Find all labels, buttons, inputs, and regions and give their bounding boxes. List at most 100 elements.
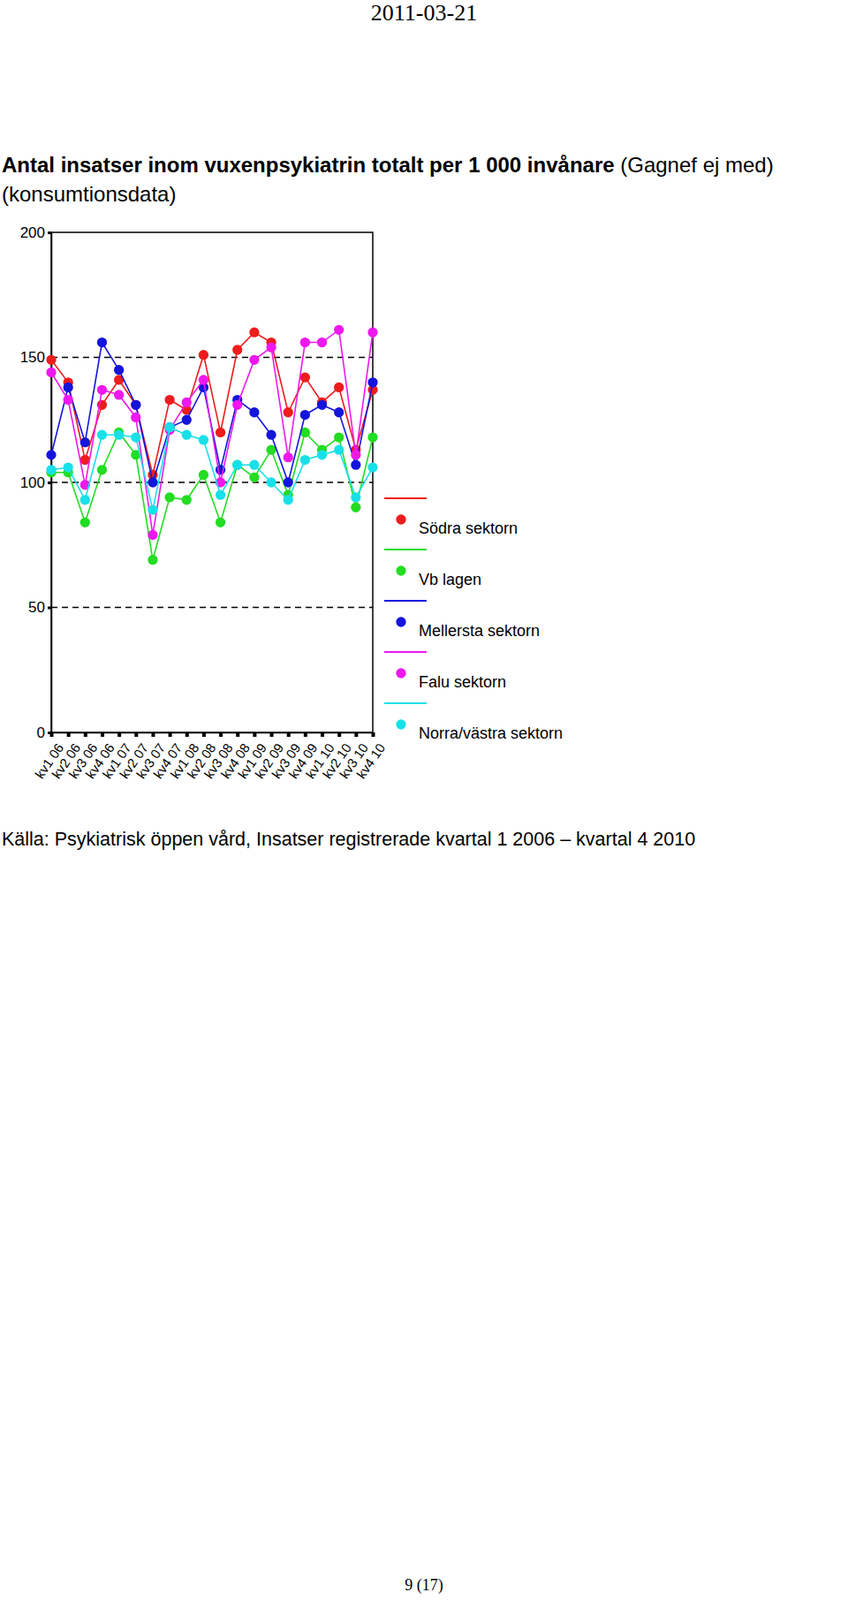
y-tick-label: 0 bbox=[37, 724, 46, 742]
x-axis: kv1 06kv2 06kv3 06kv4 06kv1 07kv2 07kv3 … bbox=[31, 732, 388, 781]
data-point bbox=[249, 407, 259, 417]
data-point bbox=[350, 492, 361, 502]
legend-label: Mellersta sektorn bbox=[418, 621, 540, 640]
data-point bbox=[63, 382, 74, 393]
data-point bbox=[215, 427, 226, 438]
y-tick-label: 100 bbox=[20, 474, 46, 492]
data-point bbox=[113, 389, 124, 400]
x-tick bbox=[50, 732, 54, 737]
data-point bbox=[333, 431, 344, 442]
x-tick bbox=[287, 732, 291, 737]
data-point bbox=[130, 400, 141, 410]
data-point bbox=[300, 371, 311, 382]
data-point bbox=[164, 492, 175, 502]
data-point bbox=[333, 407, 344, 417]
x-tick-label: kv4 10 bbox=[353, 740, 388, 781]
data-point bbox=[300, 454, 311, 465]
data-point bbox=[283, 494, 294, 505]
x-tick bbox=[320, 732, 325, 737]
data-point bbox=[147, 554, 158, 565]
x-tick bbox=[100, 732, 105, 737]
data-point bbox=[113, 364, 124, 375]
data-point bbox=[80, 494, 91, 505]
data-point bbox=[367, 327, 378, 338]
chart: 050100150200kv1 06kv2 06kv3 06kv4 06kv1 … bbox=[0, 0, 848, 822]
data-point bbox=[367, 461, 378, 472]
data-point bbox=[317, 449, 327, 460]
data-point bbox=[283, 407, 294, 417]
data-point bbox=[350, 449, 361, 460]
data-point bbox=[130, 400, 141, 410]
data-point bbox=[215, 490, 226, 500]
data-point bbox=[232, 460, 243, 470]
series-line bbox=[51, 427, 373, 510]
data-point bbox=[367, 431, 378, 442]
data-point bbox=[164, 422, 175, 432]
legend-label: Södra sektorn bbox=[418, 519, 518, 538]
legend: Södra sektorn Vb lagen Mellersta sektorn Fa… bbox=[384, 498, 563, 742]
legend-label: Vb lagen bbox=[418, 570, 482, 589]
x-tick bbox=[235, 732, 240, 737]
x-tick bbox=[270, 732, 274, 737]
data-point bbox=[164, 394, 175, 405]
data-point bbox=[232, 400, 243, 410]
grid-line bbox=[51, 606, 373, 608]
y-axis: 050100150200 bbox=[20, 224, 53, 742]
legend-marker bbox=[395, 514, 406, 524]
title: Antal insatser inom vuxenpsykiatrin tota… bbox=[1, 152, 615, 177]
grid-line bbox=[51, 481, 373, 483]
legend-label: Falu sektorn bbox=[418, 673, 507, 691]
data-point bbox=[232, 344, 243, 355]
y-axis-line bbox=[47, 233, 53, 734]
data-point bbox=[97, 430, 107, 440]
data-point bbox=[147, 504, 158, 515]
x-tick bbox=[185, 732, 190, 737]
y-tick-label: 50 bbox=[28, 598, 46, 616]
data-point bbox=[283, 452, 294, 462]
x-tick bbox=[219, 732, 223, 737]
data-point bbox=[181, 415, 192, 425]
x-axis-line bbox=[52, 733, 374, 738]
series-line bbox=[51, 342, 373, 483]
legend-line bbox=[384, 599, 427, 602]
legend-label: Norra/västra sektorn bbox=[418, 724, 563, 742]
data-point bbox=[215, 517, 226, 528]
data-point bbox=[283, 477, 294, 487]
data-point bbox=[97, 464, 107, 475]
data-point bbox=[300, 409, 311, 420]
x-tick bbox=[83, 732, 88, 737]
y-tick bbox=[47, 606, 52, 610]
data-point bbox=[181, 494, 192, 505]
data-point bbox=[232, 460, 243, 470]
legend-marker bbox=[395, 565, 406, 576]
y-tick-label: 200 bbox=[20, 224, 46, 242]
legend-marker bbox=[395, 719, 406, 729]
data-point bbox=[367, 377, 378, 387]
x-tick bbox=[337, 732, 341, 737]
data-point bbox=[198, 374, 209, 385]
data-point bbox=[198, 349, 209, 360]
plot-frame bbox=[51, 232, 373, 733]
x-tick bbox=[151, 732, 155, 737]
data-point bbox=[147, 477, 158, 487]
data-point bbox=[249, 327, 259, 338]
x-tick bbox=[67, 732, 71, 737]
data-point bbox=[45, 464, 56, 475]
data-point bbox=[45, 367, 56, 378]
series-line bbox=[51, 431, 373, 560]
x-tick bbox=[168, 732, 173, 737]
data-point bbox=[333, 325, 344, 335]
x-tick bbox=[354, 732, 358, 737]
x-tick bbox=[134, 732, 138, 737]
data-point bbox=[181, 430, 192, 440]
data-point bbox=[265, 430, 276, 440]
x-tick bbox=[117, 732, 122, 737]
data-point bbox=[317, 400, 327, 410]
plot-marks bbox=[45, 325, 378, 566]
legend-line bbox=[384, 651, 427, 653]
data-point bbox=[265, 342, 276, 353]
data-point bbox=[63, 461, 74, 472]
y-tick bbox=[47, 481, 52, 485]
x-tick bbox=[202, 732, 206, 737]
legend-marker bbox=[395, 667, 406, 678]
